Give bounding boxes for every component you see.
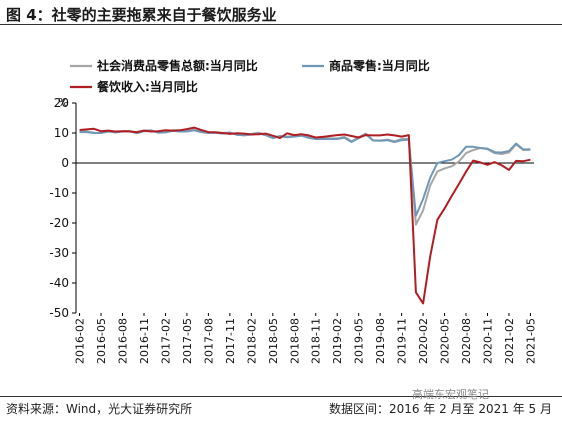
x-tick-label: 2020-08 (460, 318, 473, 364)
legend-label-2: 商品零售:当月同比 (329, 58, 430, 73)
x-tick-label: 2020-05 (439, 318, 452, 364)
y-tick-label: 10 (54, 126, 69, 140)
x-tick-label: 2016-05 (95, 318, 108, 364)
title-divider (0, 24, 562, 25)
x-tick-label: 2018-02 (245, 318, 258, 364)
x-tick-label: 2019-08 (374, 318, 387, 364)
y-tick-label: 20 (54, 96, 69, 110)
x-tick-label: 2020-02 (417, 318, 430, 364)
y-tick-label: -10 (49, 186, 69, 200)
series-line-2 (79, 129, 531, 217)
legend-label-1: 社会消费品零售总额:当月同比 (96, 58, 258, 73)
x-tick-label: 2019-02 (331, 318, 344, 364)
x-tick-label: 2018-08 (288, 318, 301, 364)
x-tick-label: 2020-11 (481, 318, 494, 364)
y-tick-label: -40 (49, 276, 69, 290)
x-tick-label: 2021-05 (524, 318, 537, 364)
x-tick-label: 2017-11 (224, 318, 237, 364)
x-tick-label: 2016-08 (117, 318, 130, 364)
data-range-note: 数据区间：2016 年 2 月至 2021 年 5 月 (328, 402, 552, 416)
watermark: 高端东宏观笔记 (412, 388, 489, 401)
footer-divider (0, 396, 562, 397)
x-tick-label: 2018-05 (267, 318, 280, 364)
legend-label-3: 餐饮收入:当月同比 (97, 79, 198, 94)
x-tick-label: 2018-11 (310, 318, 323, 364)
x-tick-label: 2017-02 (159, 318, 172, 364)
y-tick-label: -30 (49, 246, 69, 260)
x-tick-label: 2017-05 (181, 318, 194, 364)
series-line-3 (79, 126, 531, 305)
source-note: 资料来源：Wind，光大证券研究所 (6, 402, 193, 416)
x-tick-label: 2016-02 (74, 318, 87, 364)
page-title: 图 4：社零的主要拖累来自于餐饮服务业 (6, 6, 277, 24)
x-tick-label: 2017-08 (202, 318, 215, 364)
y-tick-label: 0 (61, 156, 69, 170)
x-tick-label: 2021-02 (503, 318, 516, 364)
y-unit-label: % (58, 96, 68, 109)
y-tick-label: -20 (49, 216, 69, 230)
x-tick-label: 2016-11 (138, 318, 151, 364)
y-tick-label: -50 (49, 306, 69, 320)
x-tick-label: 2019-05 (353, 318, 366, 364)
x-tick-label: 2019-11 (396, 318, 409, 364)
